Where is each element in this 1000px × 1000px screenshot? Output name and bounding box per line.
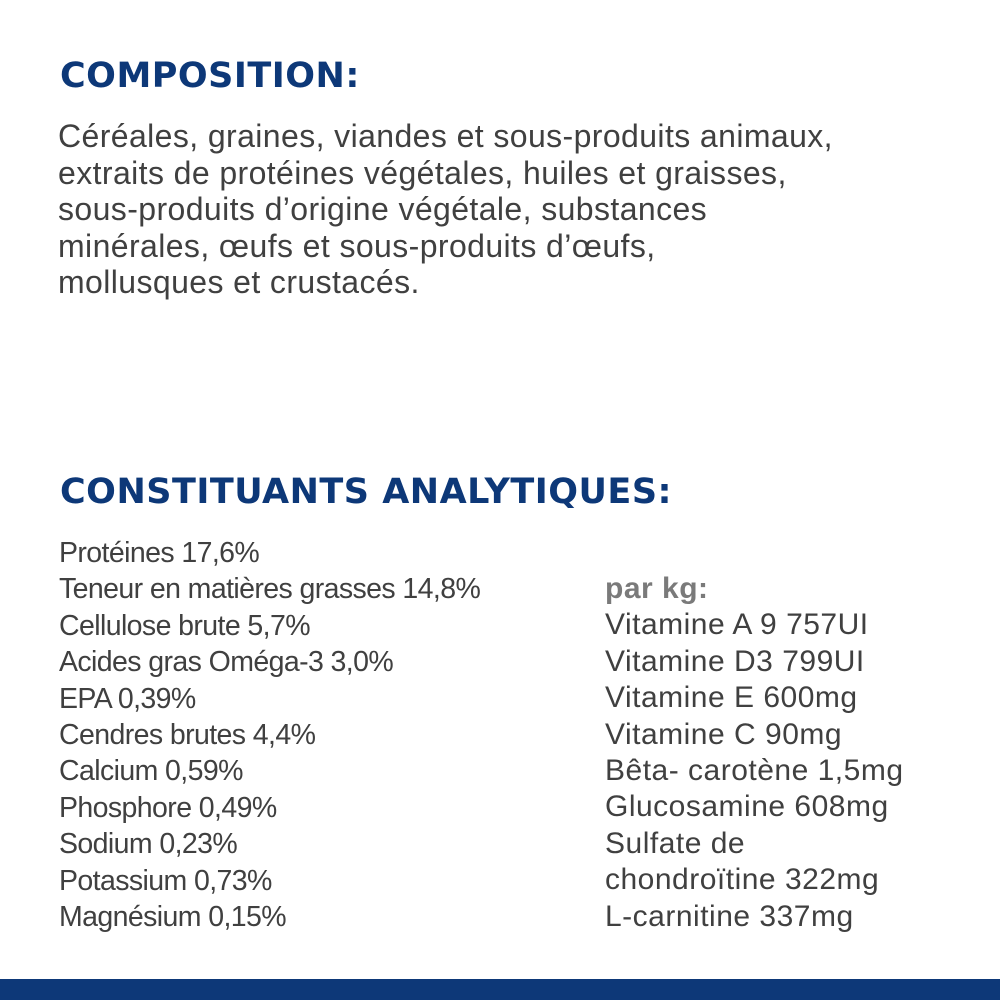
composition-line: mollusques et crustacés. xyxy=(58,264,420,300)
analytical-item: Sodium 0,23% xyxy=(59,828,238,861)
additive-item: Vitamine E 600mg xyxy=(605,681,858,715)
analytical-item: Cendres brutes 4,4% xyxy=(59,719,316,752)
analytical-item: Potassium 0,73% xyxy=(59,864,272,897)
composition-line: sous-produits d’origine végétale, substa… xyxy=(58,191,708,227)
analytical-item: Magnésium 0,15% xyxy=(59,901,287,934)
analytical-item: Acides gras Oméga-3 3,0% xyxy=(59,646,394,679)
per-kg-list: par kg: Vitamine A 9 757UI Vitamine D3 7… xyxy=(605,571,904,935)
analytical-item: EPA 0,39% xyxy=(59,682,196,715)
additive-item: Glucosamine 608mg xyxy=(605,790,889,824)
additive-item: L-carnitine 337mg xyxy=(605,899,854,933)
analytical-item: Teneur en matières grasses 14,8% xyxy=(59,573,481,606)
additive-item: Bêta- carotène 1,5mg xyxy=(605,754,904,788)
analytical-item: Protéines 17,6% xyxy=(59,537,260,569)
additive-item: Vitamine A 9 757UI xyxy=(605,608,869,642)
analytical-item: Phosphore 0,49% xyxy=(59,791,277,824)
composition-text: Céréales, graines, viandes et sous-produ… xyxy=(58,118,833,301)
additive-item: chondroïtine 322mg xyxy=(605,863,880,897)
analytical-title: CONSTITUANTS ANALYTIQUES: xyxy=(60,472,673,512)
additive-item: Sulfate de xyxy=(605,826,746,860)
composition-line: extraits de protéines végétales, huiles … xyxy=(58,154,787,191)
additive-item: Vitamine C 90mg xyxy=(605,717,843,751)
bottom-bar xyxy=(0,979,1000,1000)
analytical-item: Cellulose brute 5,7% xyxy=(59,609,311,642)
composition-title: COMPOSITION: xyxy=(60,56,360,96)
analytical-list: Protéines 17,6% Teneur en matières grass… xyxy=(59,535,481,935)
per-kg-label: par kg: xyxy=(605,572,709,605)
analytical-item: Calcium 0,59% xyxy=(59,755,243,788)
composition-line: minérales, œufs et sous-produits d’œufs, xyxy=(58,227,656,264)
composition-line: Céréales, graines, viandes et sous-produ… xyxy=(58,118,833,154)
additive-item: Vitamine D3 799UI xyxy=(605,644,865,678)
